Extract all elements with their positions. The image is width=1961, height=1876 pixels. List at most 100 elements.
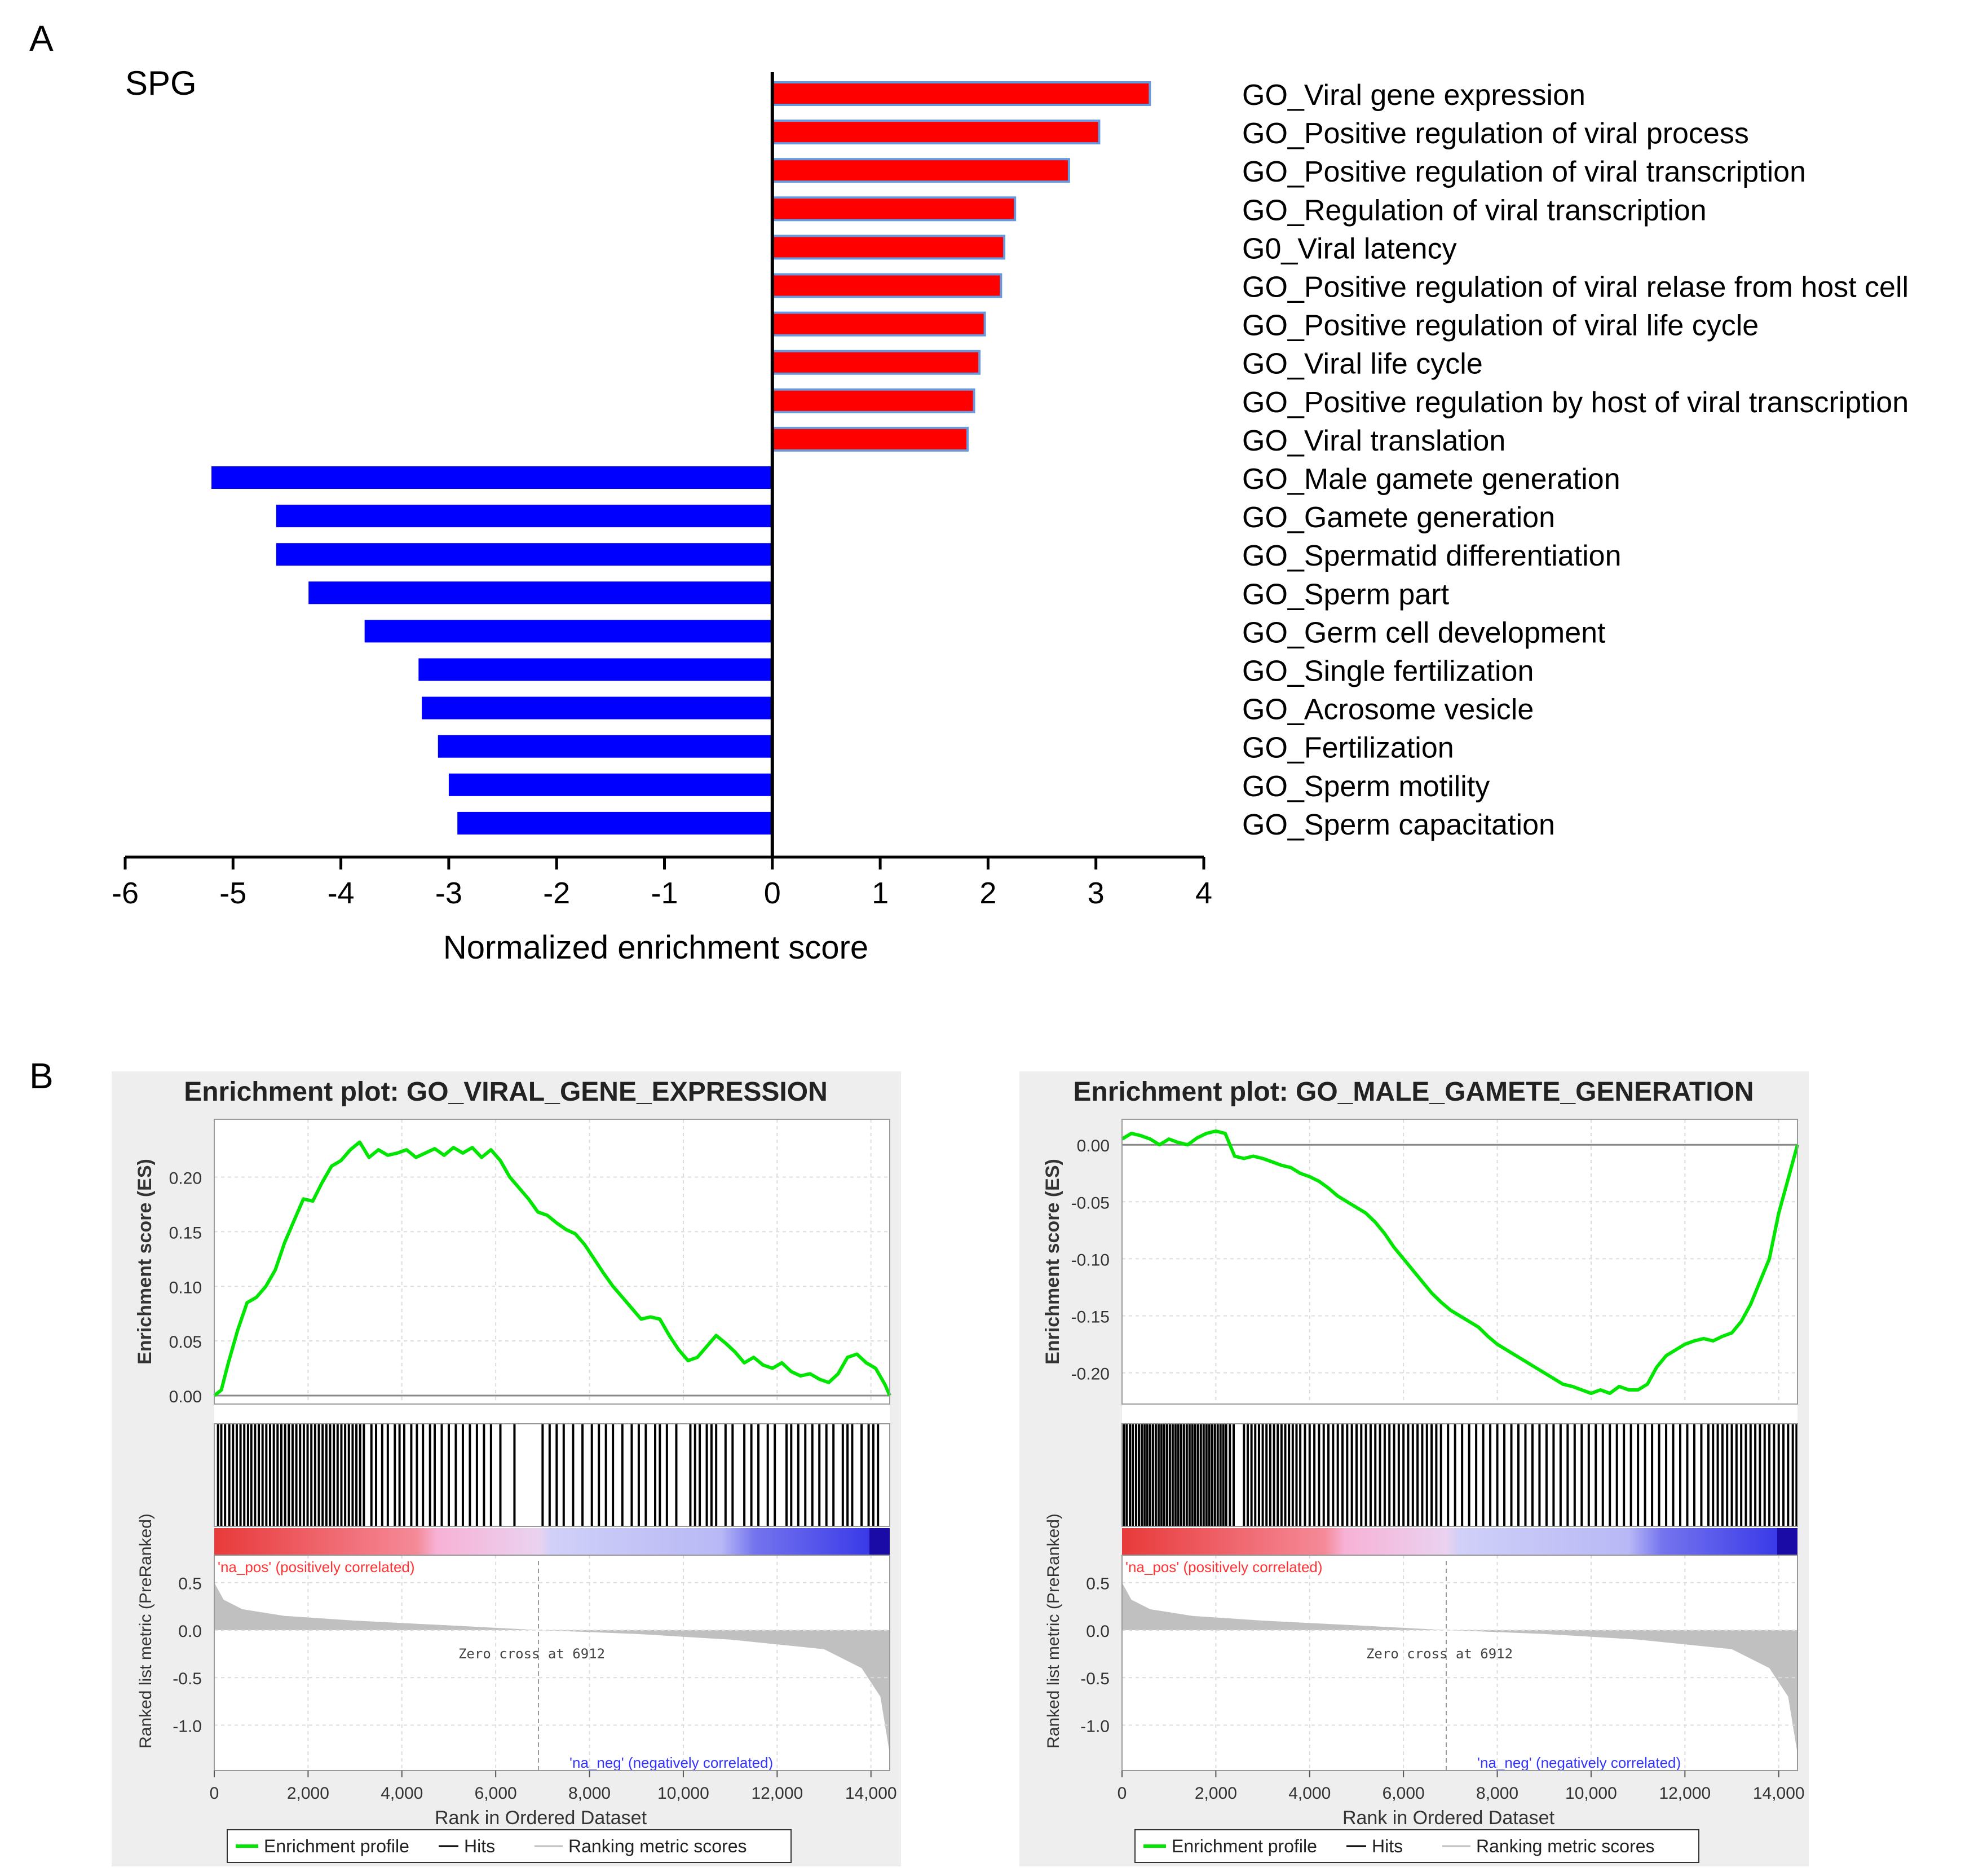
panel-label-b: B [29, 1056, 54, 1096]
category-label: GO_Spermatid differentiation [1242, 540, 1622, 572]
metric-y-axis-label: Ranked list metric (PreRanked) [136, 1513, 155, 1749]
category-label: GO_Positive regulation of viral transcri… [1242, 156, 1806, 188]
x-tick-label: -4 [328, 876, 355, 910]
category-label: GO_Positive regulation of viral process [1242, 117, 1749, 150]
x-tick-label: 8,000 [568, 1784, 611, 1803]
legend-hits-label: Hits [464, 1836, 495, 1856]
nes-bar [418, 658, 772, 681]
x-tick-label: 12,000 [1659, 1784, 1711, 1803]
es-tick-label: -0.10 [1071, 1251, 1110, 1269]
es-tick-label: 0.20 [169, 1169, 202, 1188]
x-tick-label: 10,000 [1565, 1784, 1617, 1803]
category-label: GO_Sperm motility [1242, 770, 1490, 803]
nes-bar [448, 773, 772, 796]
panel-border [1121, 1423, 1798, 1527]
x-tick-label: 12,000 [751, 1784, 803, 1803]
x-tick-label: 4 [1195, 876, 1212, 910]
nes-x-axis-label: Normalized enrichment score [443, 929, 868, 966]
nes-bar [771, 388, 975, 413]
x-tick-label: 1 [872, 876, 889, 910]
nes-bar [276, 505, 772, 528]
category-label: GO_Sperm part [1242, 578, 1450, 611]
nes-bar [771, 311, 986, 337]
pos-correlated-label: 'na_pos' (positively correlated) [218, 1559, 415, 1575]
category-label: GO_Sperm capacitation [1242, 809, 1555, 841]
nes-bar [276, 543, 772, 566]
nes-bar [422, 696, 772, 719]
x-tick-label: -6 [112, 876, 139, 910]
x-tick-label: 4,000 [381, 1784, 423, 1803]
es-tick-label: 0.10 [169, 1278, 202, 1297]
es-tick-label: 0.05 [169, 1333, 202, 1352]
nes-bar [771, 273, 1002, 298]
es-tick-label: -0.15 [1071, 1308, 1110, 1326]
x-tick-label: 2,000 [1195, 1784, 1237, 1803]
category-label: GO_Gamete generation [1242, 501, 1555, 534]
metric-tick-label: -0.5 [173, 1670, 202, 1688]
nes-bar-chart: SPG Normalized enrichment score GO_Viral… [112, 64, 1909, 966]
zero-cross-label: Zero cross at 6912 [1366, 1646, 1513, 1662]
nes-chart-title: SPG [125, 64, 197, 102]
x-tick-label: -1 [651, 876, 678, 910]
category-label: GO_Germ cell development [1242, 616, 1606, 649]
nes-bar [771, 120, 1101, 145]
metric-tick-label: -1.0 [173, 1717, 202, 1736]
x-tick-label: 8,000 [1476, 1784, 1518, 1803]
panel-label-a: A [29, 18, 54, 59]
x-tick-label: 4,000 [1288, 1784, 1331, 1803]
category-label: GO_Positive regulation by host of viral … [1242, 386, 1909, 419]
category-label: GO_Male gamete generation [1242, 463, 1620, 496]
enrichment-profile-line [213, 1140, 891, 1397]
es-tick-label: 0.00 [1077, 1137, 1110, 1155]
nes-bar [771, 350, 981, 375]
nes-bar [771, 235, 1006, 260]
ranking-metric-area [214, 1582, 890, 1754]
es-y-axis-label: Enrichment score (ES) [1042, 1159, 1063, 1365]
category-label: GO_Viral translation [1242, 425, 1505, 457]
x-tick-label: 6,000 [1383, 1784, 1425, 1803]
nes-bar [771, 426, 969, 452]
legend-box [227, 1829, 792, 1863]
es-y-axis-label: Enrichment score (ES) [134, 1159, 156, 1365]
ranking-metric-area [1122, 1582, 1797, 1754]
x-tick-label: 0 [210, 1784, 219, 1803]
category-label: G0_Viral latency [1242, 232, 1457, 265]
es-tick-label: 0.15 [169, 1224, 202, 1242]
x-tick-label: 14,000 [1753, 1784, 1805, 1803]
metric-tick-label: -0.5 [1080, 1670, 1110, 1688]
category-label: GO_Positive regulation of viral life cyc… [1242, 310, 1759, 342]
enrichment-profile-line [1121, 1129, 1799, 1395]
nes-bar [438, 735, 772, 758]
x-tick-label: 2 [979, 876, 996, 910]
category-label: GO_Single fertilization [1242, 655, 1534, 688]
neg-correlated-label: 'na_neg' (negatively correlated) [569, 1754, 773, 1771]
metric-tick-label: 0.5 [178, 1575, 202, 1594]
panel-border [1121, 1119, 1798, 1405]
panel-border [1121, 1555, 1798, 1771]
x-axis-label: Rank in Ordered Dataset [435, 1807, 647, 1829]
metric-y-axis-label: Ranked list metric (PreRanked) [1044, 1513, 1063, 1749]
gsea1-title: Enrichment plot: GO_VIRAL_GENE_EXPRESSIO… [184, 1077, 828, 1107]
metric-tick-label: 0.0 [1086, 1622, 1110, 1641]
rank-color-strip [214, 1528, 890, 1555]
x-tick-label: -2 [543, 876, 570, 910]
legend-ranking-label: Ranking metric scores [1476, 1836, 1655, 1856]
category-label: GO_Viral life cycle [1242, 348, 1483, 381]
metric-tick-label: 0.5 [1086, 1575, 1110, 1594]
x-tick-label: 3 [1088, 876, 1105, 910]
legend-ranking-label: Ranking metric scores [568, 1836, 747, 1856]
pos-correlated-label: 'na_pos' (positively correlated) [1125, 1559, 1323, 1575]
x-tick-label: -3 [435, 876, 462, 910]
x-axis-label: Rank in Ordered Dataset [1342, 1807, 1555, 1829]
x-tick-label: 2,000 [287, 1784, 329, 1803]
legend-profile-label: Enrichment profile [264, 1836, 409, 1856]
category-label: GO_Viral gene expression [1242, 79, 1585, 112]
panel-border [214, 1423, 890, 1527]
es-tick-label: 0.00 [169, 1388, 202, 1406]
x-tick-label: -5 [219, 876, 246, 910]
x-tick-label: 14,000 [845, 1784, 897, 1803]
metric-tick-label: 0.0 [178, 1622, 202, 1641]
nes-bar [457, 811, 772, 835]
panel-border [214, 1555, 890, 1771]
